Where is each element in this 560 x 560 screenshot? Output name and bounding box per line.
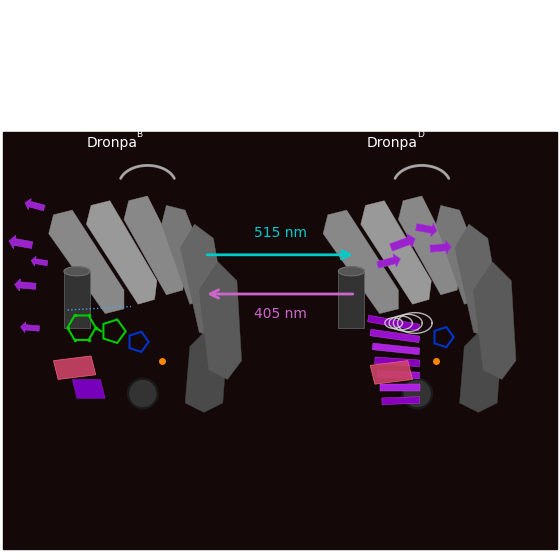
Polygon shape [377, 254, 400, 268]
Polygon shape [416, 223, 437, 237]
Bar [0, 0, 560, 132]
Polygon shape [21, 322, 40, 333]
Polygon shape [455, 224, 502, 337]
Polygon shape [430, 240, 451, 254]
Text: D: D [417, 130, 423, 139]
Polygon shape [338, 271, 364, 328]
Polygon shape [64, 271, 90, 328]
Polygon shape [436, 206, 488, 304]
Polygon shape [370, 329, 420, 343]
Polygon shape [124, 196, 185, 295]
Text: 515 nm: 515 nm [254, 226, 306, 240]
Polygon shape [404, 381, 430, 407]
Polygon shape [361, 200, 431, 304]
Polygon shape [128, 379, 158, 409]
Polygon shape [64, 267, 90, 276]
Text: Dronpa: Dronpa [87, 136, 138, 150]
Polygon shape [53, 356, 96, 380]
Polygon shape [338, 267, 364, 276]
Polygon shape [180, 224, 227, 337]
Polygon shape [86, 200, 157, 304]
Polygon shape [377, 371, 419, 379]
Polygon shape [15, 279, 36, 291]
Polygon shape [398, 196, 460, 295]
Polygon shape [474, 262, 516, 380]
Bar [3, 132, 557, 549]
Polygon shape [9, 235, 32, 249]
Polygon shape [162, 206, 213, 304]
Text: B: B [136, 130, 142, 139]
Polygon shape [390, 234, 416, 251]
Polygon shape [367, 315, 420, 331]
Polygon shape [402, 379, 432, 409]
Polygon shape [199, 262, 241, 380]
Text: 405 nm: 405 nm [254, 307, 306, 321]
Text: Dronpa: Dronpa [367, 136, 418, 150]
Polygon shape [72, 380, 105, 398]
Polygon shape [185, 328, 227, 412]
Polygon shape [323, 210, 398, 314]
Polygon shape [380, 384, 419, 391]
Polygon shape [375, 357, 420, 367]
Polygon shape [382, 396, 419, 404]
Polygon shape [460, 328, 502, 412]
Polygon shape [31, 256, 48, 266]
Polygon shape [49, 210, 124, 314]
Polygon shape [370, 361, 413, 384]
Polygon shape [372, 343, 420, 354]
Polygon shape [25, 199, 45, 211]
Polygon shape [130, 381, 156, 407]
